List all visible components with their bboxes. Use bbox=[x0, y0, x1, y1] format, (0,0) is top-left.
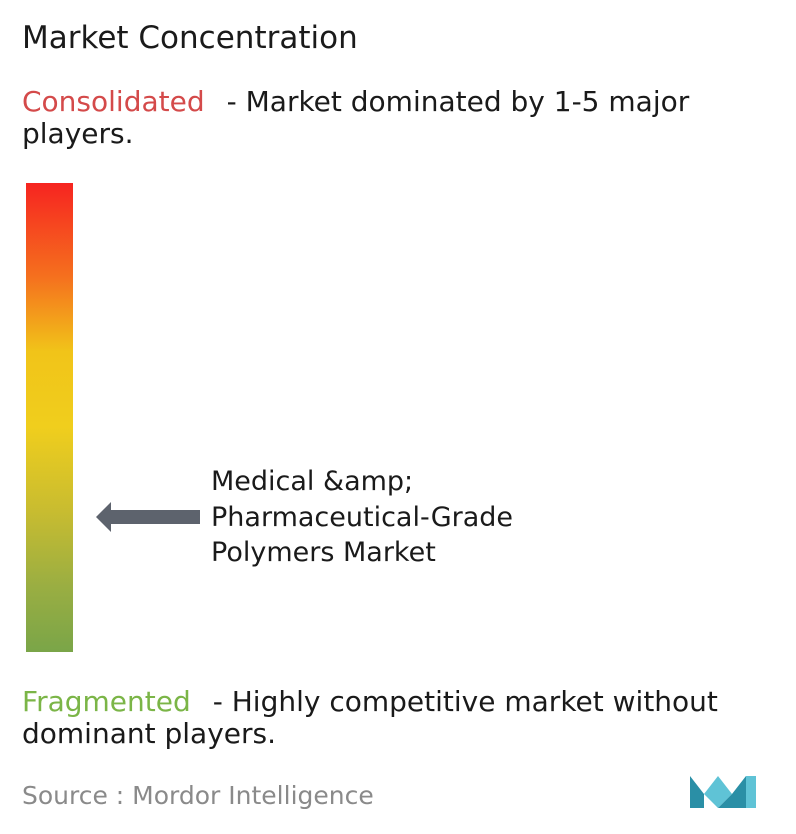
consolidated-description: Consolidated - Market dominated by 1-5 ma… bbox=[22, 86, 782, 150]
chart-title: Market Concentration bbox=[22, 20, 358, 56]
concentration-scale-bar bbox=[26, 183, 73, 652]
source-credit: Source : Mordor Intelligence bbox=[22, 781, 374, 810]
fragmented-label: Fragmented bbox=[22, 685, 191, 718]
market-pointer-arrow-icon bbox=[96, 502, 200, 532]
fragmented-text: - Highly competitive market without domi… bbox=[22, 685, 718, 750]
market-marker-label: Medical &amp; Pharmaceutical-Grade Polym… bbox=[211, 466, 514, 568]
consolidated-text: - Market dominated by 1-5 major players. bbox=[22, 85, 690, 150]
consolidated-label: Consolidated bbox=[22, 85, 205, 118]
fragmented-description: Fragmented - Highly competitive market wi… bbox=[22, 686, 782, 750]
mordor-intelligence-logo-icon bbox=[690, 776, 756, 808]
